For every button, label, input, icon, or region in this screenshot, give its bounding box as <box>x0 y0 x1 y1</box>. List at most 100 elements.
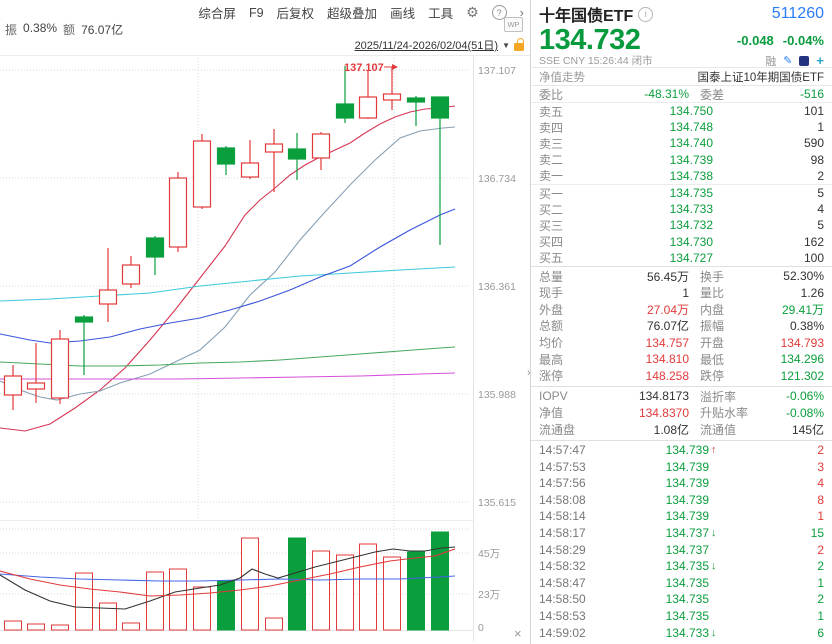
stock-code: 511260 <box>771 5 824 22</box>
iopv-block: IOPV 134.8173 溢折率 -0.06% 净值 134.8370 升贴水率 -0.08… <box>531 386 832 438</box>
trade-time: 14:58:29 <box>539 542 586 557</box>
date-range-control[interactable]: 2025/11/24-2026/02/04(51日) ▼ <box>355 37 524 53</box>
y-axis-label: 136.361 <box>478 281 516 293</box>
trade-row[interactable]: 14:59:11134.733 16 <box>531 641 832 644</box>
ask-row[interactable]: 卖一 134.738 2 <box>531 168 832 184</box>
alert-icon[interactable] <box>799 55 810 66</box>
trade-volume: 2 <box>817 559 824 574</box>
y-axis-label: 135.988 <box>478 389 516 401</box>
candle-body <box>406 97 426 103</box>
bid-row[interactable]: 买五 134.727 100 <box>531 250 832 266</box>
stat-label: 跌停 <box>700 369 725 384</box>
gear-icon[interactable]: ⚙ <box>466 4 479 20</box>
trade-price: 134.735 <box>665 592 709 607</box>
ask-row[interactable]: 卖二 134.739 98 <box>531 152 832 168</box>
trade-row[interactable]: 14:58:29 134.737 2 <box>531 541 832 558</box>
trade-row[interactable]: 14:58:47 134.735 1 <box>531 575 832 592</box>
trade-row[interactable]: 14:57:56 134.739 4 <box>531 475 832 492</box>
ask-row[interactable]: 卖三 134.740 590 <box>531 135 832 151</box>
stat-label: 振幅 <box>700 319 725 334</box>
bid-row[interactable]: 买四 134.730 162 <box>531 234 832 250</box>
wp-watermark-badge[interactable]: WP <box>504 17 523 32</box>
candle-body <box>50 338 70 399</box>
stat-label: 升贴水率 <box>700 406 749 421</box>
annotation-arrowhead <box>392 64 398 70</box>
more-arrow-icon[interactable]: › <box>519 5 524 20</box>
trade-volume: 4 <box>817 476 824 491</box>
trade-price: 134.739 <box>665 509 709 524</box>
trade-time: 14:59:02 <box>539 625 586 640</box>
turnover-label: 额 <box>63 23 76 37</box>
stat-value: -0.08% <box>785 405 824 420</box>
ask-row[interactable]: 卖四 134.748 1 <box>531 119 832 135</box>
trade-row[interactable]: 14:58:14 134.739 1 <box>531 508 832 525</box>
quote-panel: 十年国债ETF i 511260 134.732 -0.048 -0.04% S… <box>530 0 832 644</box>
bid-price: 134.730 <box>669 234 713 249</box>
add-icon[interactable]: + <box>816 52 824 68</box>
commission-ratio-row: 委比 -48.31% 委差 -516 <box>531 86 832 103</box>
stat-row: 总量 56.45万 换手 52.30% <box>531 268 832 285</box>
bid-row[interactable]: 买一 134.735 5 <box>531 185 832 201</box>
trade-row[interactable]: 14:58:53 134.735 1 <box>531 608 832 625</box>
stat-value: 1 <box>682 285 689 300</box>
price-change-pct: -0.04% <box>782 32 824 48</box>
trade-volume: 2 <box>817 592 824 607</box>
kline-chart-canvas[interactable]: 137.107 136.734 136.361 135.988 135.615 45万 23… <box>0 0 530 644</box>
stat-value: 134.810 <box>645 352 689 367</box>
bid-volume: 5 <box>817 218 824 233</box>
stat-label: 均价 <box>539 336 564 351</box>
stat-value: 76.07亿 <box>646 319 689 334</box>
stat-row: 均价 134.757 开盘 134.793 <box>531 334 832 351</box>
help-icon[interactable]: ? <box>491 5 507 20</box>
stat-label: 内盘 <box>700 302 725 317</box>
trade-row[interactable]: 14:59:02 134.733 ↓ 6 <box>531 624 832 641</box>
toolbar-item-6[interactable]: 工具 <box>428 7 454 21</box>
stat-row: 最高 134.810 最低 134.296 <box>531 351 832 368</box>
vol-ma-blue <box>0 573 456 582</box>
trade-row[interactable]: 14:58:32 134.735 ↓ 2 <box>531 558 832 575</box>
fund-name-row[interactable]: 净值走势 国泰上证10年期国债ETF <box>531 67 832 86</box>
trade-time: 14:57:56 <box>539 476 586 491</box>
trade-volume: 15 <box>810 526 824 541</box>
volume-bar <box>75 572 93 631</box>
trade-row[interactable]: 14:58:08 134.739 8 <box>531 492 832 509</box>
volume-bar <box>27 623 45 631</box>
toolbar-item-3[interactable]: 后复权 <box>276 7 315 21</box>
toolbar-item-4[interactable]: 超级叠加 <box>327 7 378 21</box>
stat-label: 外盘 <box>539 302 564 317</box>
close-icon[interactable]: × <box>514 626 522 641</box>
fund-full-name: 国泰上证10年期国债ETF <box>697 71 824 84</box>
pencil-icon[interactable]: ✎ <box>783 55 793 67</box>
trade-row[interactable]: 14:57:47 134.739 ↑ 2 <box>531 442 832 459</box>
ask-row[interactable]: 卖五 134.750 101 <box>531 103 832 119</box>
trade-row[interactable]: 14:57:53 134.739 3 <box>531 458 832 475</box>
toolbar-item-5[interactable]: 画线 <box>390 7 416 21</box>
ask-price: 134.748 <box>669 120 713 135</box>
bid-level-label: 买一 <box>539 186 564 201</box>
trade-time: 14:57:47 <box>539 443 586 458</box>
date-range-text[interactable]: 2025/11/24-2026/02/04(51日) <box>354 40 499 52</box>
chevron-down-icon[interactable]: ▼ <box>502 40 510 50</box>
y-axis-label: 137.107 <box>478 65 516 77</box>
trade-volume: 2 <box>817 542 824 557</box>
toolbar-item-2[interactable]: F9 <box>248 5 264 20</box>
info-icon[interactable]: i <box>638 6 654 22</box>
candle-body <box>311 133 331 159</box>
stat-value: 134.793 <box>780 335 824 350</box>
trade-price: 134.737 <box>665 542 709 557</box>
chart-pane: 137.107 136.734 136.361 135.988 135.615 45万 23… <box>0 0 534 644</box>
lock-icon[interactable] <box>514 38 524 51</box>
stat-label: 最低 <box>700 352 725 367</box>
trade-time: 14:58:32 <box>539 559 586 574</box>
bid-row[interactable]: 买二 134.733 4 <box>531 201 832 217</box>
chart-toolbar: 综合屏 F9 后复权 超级叠加 画线 工具 ⚙ ? › <box>198 3 524 22</box>
volume-bar <box>336 554 354 631</box>
candle-body <box>145 237 165 258</box>
trade-row[interactable]: 14:58:17 134.737 ↓ 15 <box>531 525 832 542</box>
bid-row[interactable]: 买三 134.732 5 <box>531 217 832 233</box>
ask-volume: 101 <box>803 104 824 119</box>
candle-body <box>168 177 188 248</box>
trade-price: 134.735 <box>665 609 709 624</box>
toolbar-item-1[interactable]: 综合屏 <box>198 7 236 21</box>
trade-row[interactable]: 14:58:50 134.735 2 <box>531 591 832 608</box>
